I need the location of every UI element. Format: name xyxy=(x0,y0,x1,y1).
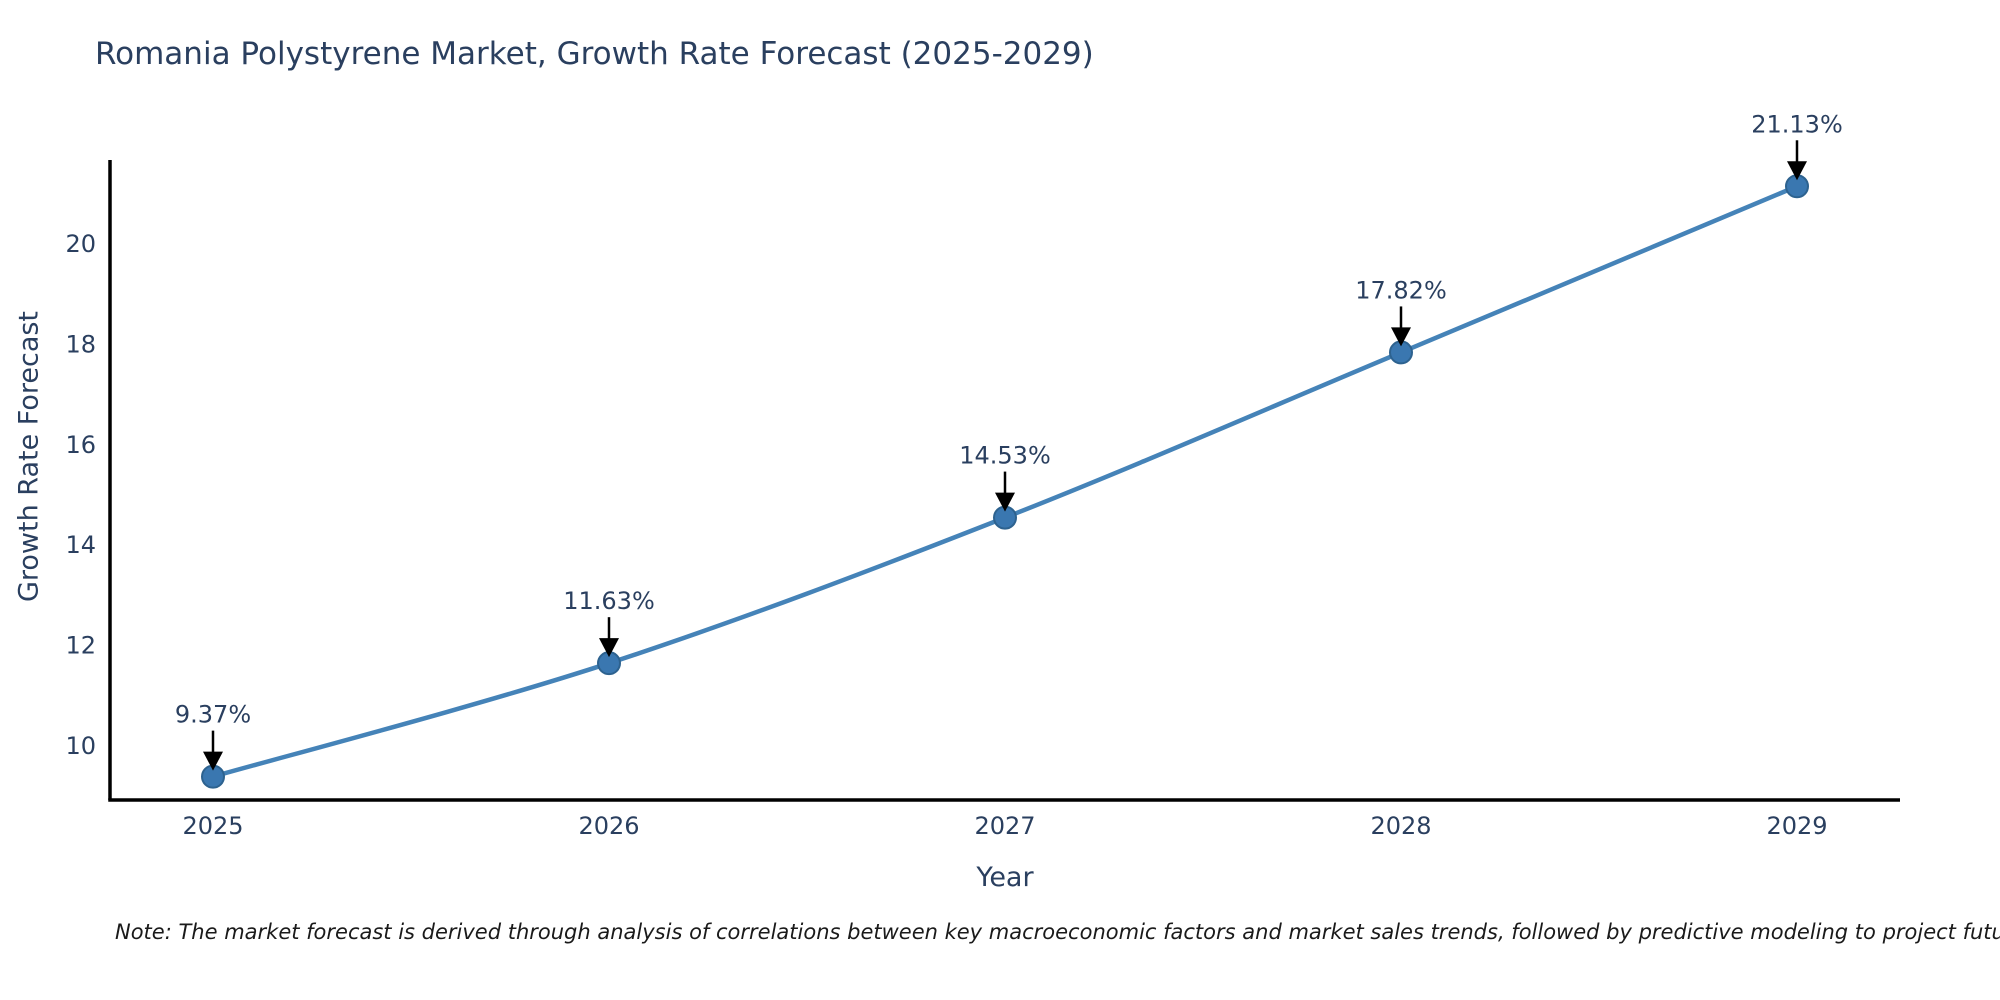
chart-title: Romania Polystyrene Market, Growth Rate … xyxy=(95,36,1094,72)
annotation-arrow-head xyxy=(599,638,619,658)
x-axis-title: Year xyxy=(976,862,1034,893)
y-tick-label: 10 xyxy=(65,732,96,760)
annotation-arrow-head xyxy=(203,751,223,771)
x-tick-label: 2027 xyxy=(974,812,1035,840)
x-tick-label: 2028 xyxy=(1370,812,1431,840)
y-tick-label: 18 xyxy=(65,330,96,358)
annotation-arrow-head xyxy=(995,492,1015,512)
data-point-label: 14.53% xyxy=(959,442,1051,470)
data-point-label: 11.63% xyxy=(563,587,655,615)
data-point-label: 21.13% xyxy=(1751,110,1843,138)
y-tick-label: 16 xyxy=(65,431,96,459)
y-tick-label: 14 xyxy=(65,531,96,559)
data-point-label: 9.37% xyxy=(175,701,251,729)
annotation-arrow-head xyxy=(1787,161,1807,181)
y-tick-label: 12 xyxy=(65,632,96,660)
data-point-label: 17.82% xyxy=(1355,276,1447,304)
x-tick-label: 2025 xyxy=(182,812,243,840)
y-tick-label: 20 xyxy=(65,230,96,258)
y-axis-title: Growth Rate Forecast xyxy=(13,310,45,603)
footnote: Note: The market forecast is derived thr… xyxy=(115,920,2000,944)
x-tick-label: 2026 xyxy=(578,812,639,840)
annotation-arrow-head xyxy=(1391,327,1411,347)
x-tick-label: 2029 xyxy=(1766,812,1827,840)
